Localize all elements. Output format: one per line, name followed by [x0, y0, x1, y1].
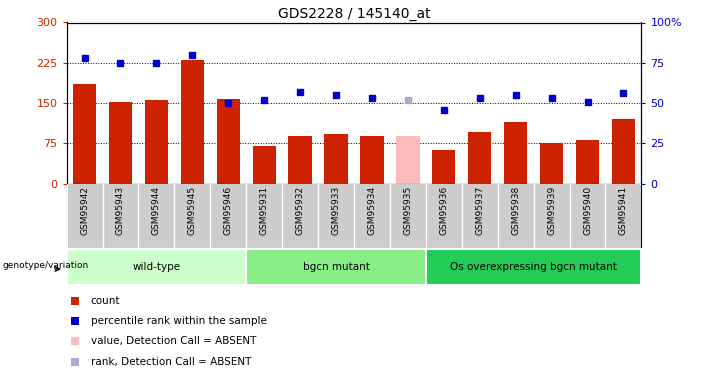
- Bar: [540, 144, 564, 184]
- Bar: [612, 119, 635, 184]
- Text: GSM95944: GSM95944: [152, 186, 161, 235]
- Bar: [67, 249, 246, 285]
- Text: wild-type: wild-type: [132, 262, 180, 272]
- Text: GSM95939: GSM95939: [547, 186, 556, 235]
- Text: value, Detection Call = ABSENT: value, Detection Call = ABSENT: [90, 336, 256, 346]
- Bar: [73, 84, 96, 184]
- Text: GSM95932: GSM95932: [296, 186, 305, 235]
- Text: GSM95934: GSM95934: [367, 186, 376, 235]
- Text: GSM95935: GSM95935: [403, 186, 412, 235]
- Text: Os overexpressing bgcn mutant: Os overexpressing bgcn mutant: [450, 262, 617, 272]
- Title: GDS2228 / 145140_at: GDS2228 / 145140_at: [278, 8, 430, 21]
- Text: GSM95931: GSM95931: [259, 186, 268, 235]
- Bar: [109, 102, 132, 184]
- Text: genotype/variation: genotype/variation: [3, 261, 89, 270]
- Text: percentile rank within the sample: percentile rank within the sample: [90, 316, 266, 326]
- Text: GSM95938: GSM95938: [511, 186, 520, 235]
- Bar: [396, 136, 420, 184]
- Bar: [144, 100, 168, 184]
- Bar: [432, 150, 456, 184]
- Text: GSM95945: GSM95945: [188, 186, 197, 235]
- Text: GSM95942: GSM95942: [80, 186, 89, 235]
- Text: GSM95943: GSM95943: [116, 186, 125, 235]
- Bar: [325, 134, 348, 184]
- Bar: [181, 60, 204, 184]
- Bar: [504, 122, 527, 184]
- Bar: [252, 146, 276, 184]
- Text: GSM95936: GSM95936: [440, 186, 449, 235]
- Bar: [217, 99, 240, 184]
- Bar: [426, 249, 641, 285]
- Text: GSM95941: GSM95941: [619, 186, 628, 235]
- Text: count: count: [90, 296, 121, 306]
- Text: GSM95940: GSM95940: [583, 186, 592, 235]
- Text: bgcn mutant: bgcn mutant: [303, 262, 369, 272]
- Text: rank, Detection Call = ABSENT: rank, Detection Call = ABSENT: [90, 357, 251, 368]
- Text: GSM95937: GSM95937: [475, 186, 484, 235]
- Bar: [576, 140, 599, 184]
- Bar: [246, 249, 426, 285]
- Text: GSM95933: GSM95933: [332, 186, 341, 235]
- Bar: [288, 136, 312, 184]
- Text: GSM95946: GSM95946: [224, 186, 233, 235]
- Bar: [360, 136, 383, 184]
- Bar: [468, 132, 491, 184]
